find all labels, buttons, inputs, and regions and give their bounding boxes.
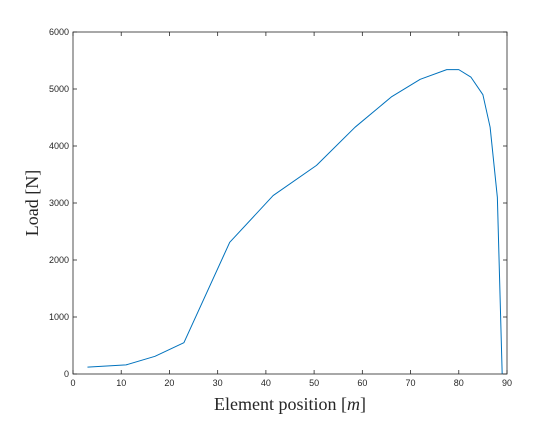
x-tick-label: 20	[164, 378, 174, 388]
x-tick-label: 0	[70, 378, 75, 388]
x-axis-label: Element position [m]	[214, 394, 366, 414]
series-line	[87, 69, 503, 375]
x-tick-label: 90	[502, 378, 512, 388]
x-tick-label: 10	[116, 378, 126, 388]
ticks-layer	[72, 31, 508, 375]
x-axis-label-variable: m	[347, 394, 360, 414]
y-tick-label: 3000	[49, 198, 69, 208]
y-tick-label: 4000	[49, 141, 69, 151]
plot-frame	[72, 31, 508, 375]
y-tick-label: 0	[64, 369, 69, 379]
x-tick-label: 40	[261, 378, 271, 388]
x-tick-label: 70	[406, 378, 416, 388]
y-tick-label: 6000	[49, 27, 69, 37]
tick-labels-layer: 0 10 20 30 40 50 60 70 80 90 0 1000 2000 3000 4000 5000…	[49, 27, 512, 388]
x-axis-label-suffix: ]	[360, 394, 366, 414]
y-tick-label: 2000	[49, 255, 69, 265]
y-tick-label: 5000	[49, 84, 69, 94]
x-tick-label: 80	[454, 378, 464, 388]
x-tick-label: 60	[357, 378, 367, 388]
y-tick-label: 1000	[49, 312, 69, 322]
plot-area	[73, 32, 507, 374]
x-tick-label: 50	[309, 378, 319, 388]
x-axis-label-prefix: Element position [	[214, 394, 347, 414]
y-axis-label: Load [N]	[22, 170, 42, 236]
x-tick-label: 30	[213, 378, 223, 388]
